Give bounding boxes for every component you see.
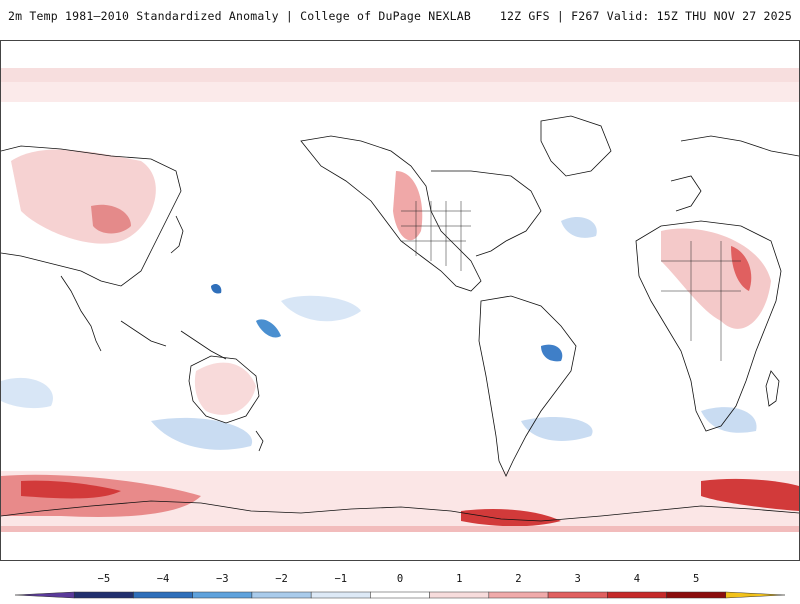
colorbar: −5 −4 −3 −2 −1 0 1 2 3 4 5 (0, 566, 800, 600)
colorbar-tick-label: 3 (575, 573, 581, 585)
colorbar-tick-label: −1 (334, 573, 347, 585)
colorbar-bin (251, 591, 312, 599)
coastlines (1, 115, 799, 522)
colorbar-bin (192, 591, 253, 599)
colorbar-bin (14, 591, 75, 599)
header: 2m Temp 1981–2010 Standardized Anomaly |… (0, 0, 800, 40)
colorbar-tick-label: 4 (634, 573, 640, 585)
colorbar-tick-label: −5 (98, 573, 111, 585)
anomaly-shading (1, 68, 799, 532)
colorbar-bin (370, 591, 430, 599)
colorbar-bin (488, 591, 549, 599)
colorbar-tick-label: −4 (157, 573, 170, 585)
map-title: 2m Temp 1981–2010 Standardized Anomaly |… (8, 9, 472, 23)
colorbar-tick-label: −2 (275, 573, 288, 585)
colorbar-bin (73, 591, 134, 599)
colorbar-bin (607, 591, 667, 599)
colorbar-bin (310, 591, 371, 599)
colorbar-tick-label: −3 (216, 573, 229, 585)
anomaly-map (0, 40, 800, 561)
colorbar-bin (666, 591, 727, 599)
colorbar-tick-label: 5 (693, 573, 699, 585)
colorbar-svg: −5 −4 −3 −2 −1 0 1 2 3 4 5 (14, 573, 786, 599)
colorbar-tick-label: 1 (456, 573, 462, 585)
colorbar-tick-label: 0 (397, 573, 403, 585)
colorbar-bin (429, 591, 490, 599)
map-svg (1, 68, 799, 532)
colorbar-bin (133, 591, 193, 599)
colorbar-tick-label: 2 (515, 573, 521, 585)
political-borders (401, 201, 741, 361)
colorbar-bin (725, 591, 786, 599)
colorbar-bin (547, 591, 608, 599)
model-run-label: 12Z GFS | F267 Valid: 15Z THU NOV 27 202… (499, 9, 792, 23)
